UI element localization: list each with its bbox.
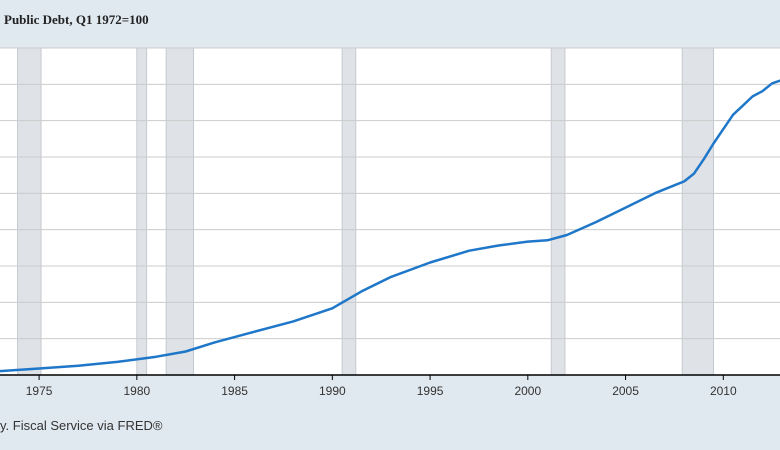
x-tick-label: 1980	[123, 384, 150, 398]
x-tick-label: 1975	[26, 384, 53, 398]
recession-band	[136, 47, 148, 376]
plot-area	[0, 48, 780, 375]
x-tick-label: 2005	[612, 384, 639, 398]
x-tick-label: 2010	[710, 384, 737, 398]
recession-band	[17, 47, 42, 376]
x-tick-label: 1990	[319, 384, 346, 398]
recession-band	[550, 47, 566, 376]
chart-title: Public Debt, Q1 1972=100	[4, 12, 149, 27]
source-note: y. Fiscal Service via FRED®	[0, 418, 163, 433]
recession-band	[165, 47, 195, 376]
x-tick-label: 1985	[221, 384, 248, 398]
x-tick-label: 2000	[514, 384, 541, 398]
recession-band	[681, 47, 715, 376]
recession-band	[341, 47, 357, 376]
series-line	[0, 79, 780, 373]
x-tick-label: 1995	[417, 384, 444, 398]
